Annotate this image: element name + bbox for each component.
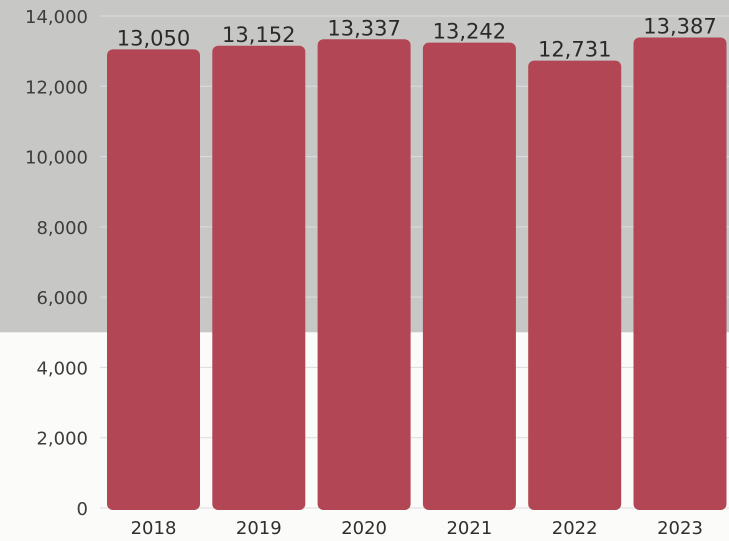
x-tick-label: 2019 (236, 518, 282, 539)
data-label: 13,242 (433, 20, 506, 44)
data-label: 13,337 (327, 16, 400, 40)
x-tick-label: 2021 (446, 518, 492, 539)
y-tick-label: 4,000 (36, 358, 88, 379)
data-label: 13,050 (117, 26, 190, 50)
data-label: 13,152 (222, 23, 295, 47)
bar (212, 45, 306, 510)
y-tick-label: 14,000 (25, 7, 88, 28)
x-tick-label: 2022 (552, 518, 598, 539)
data-label: 12,731 (538, 38, 611, 62)
bar (422, 42, 516, 511)
y-tick-label: 12,000 (25, 77, 88, 98)
x-axis-tick-labels: 2018 2019 2020 2021 2022 2023 (131, 518, 703, 539)
x-tick-label: 2018 (131, 518, 177, 539)
bar (317, 39, 411, 510)
y-tick-label: 6,000 (36, 288, 88, 309)
x-tick-label: 2023 (657, 518, 703, 539)
bar (633, 37, 727, 510)
bars (107, 37, 727, 511)
y-tick-label: 8,000 (36, 218, 88, 239)
y-axis-tick-labels: 0 2,000 4,000 6,000 8,000 10,000 12,000 14,000 (25, 7, 88, 520)
y-tick-label: 10,000 (25, 148, 88, 169)
y-tick-label: 0 (77, 499, 88, 520)
data-label: 13,387 (643, 15, 716, 39)
bar (528, 60, 622, 511)
bar (107, 49, 200, 511)
x-tick-label: 2020 (341, 518, 387, 539)
data-labels: 13,050 13,152 13,337 13,242 12,731 13,387 (117, 15, 717, 62)
y-tick-label: 2,000 (36, 429, 88, 450)
gridlines (100, 15, 729, 509)
